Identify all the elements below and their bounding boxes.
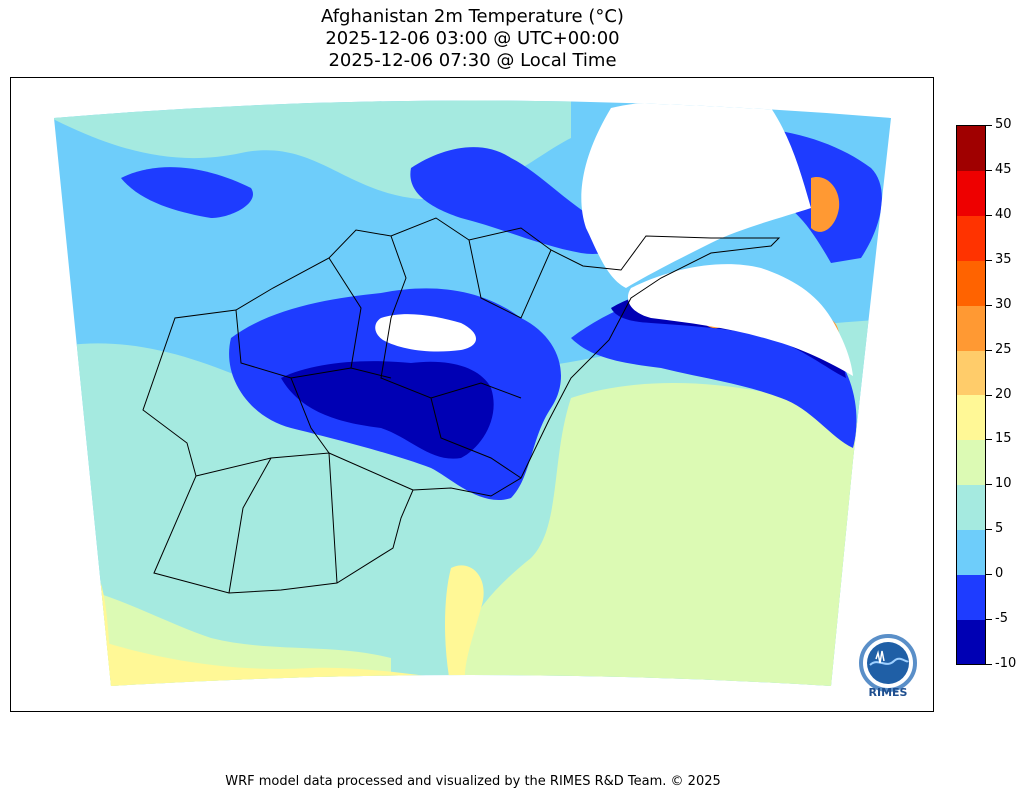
map-frame <box>10 77 934 712</box>
colorbar-segment <box>957 439 985 486</box>
zone-no-data-north <box>581 100 811 288</box>
colorbar-tick <box>986 169 992 171</box>
province-line-7 <box>468 239 552 319</box>
colorbar-segment <box>957 395 985 441</box>
province-line-3 <box>328 452 414 491</box>
colorbar-segment <box>957 529 985 575</box>
colorbar-segment <box>957 619 985 665</box>
colorbar-tick-label: 20 <box>995 386 1012 402</box>
province-line-2 <box>228 457 272 594</box>
province-line-9 <box>328 257 362 369</box>
colorbar-tick <box>986 304 992 306</box>
colorbar-tick-label: 15 <box>995 431 1012 447</box>
colorbar-tick <box>986 125 992 126</box>
logo-text: RIMES <box>869 686 908 699</box>
zone-pale-green <box>441 383 891 686</box>
colorbar-tick <box>986 529 992 531</box>
colorbar-tick-label: 50 <box>995 117 1012 132</box>
colorbar-segment <box>957 215 985 261</box>
colorbar-segment <box>957 260 985 306</box>
colorbar-tick-label: -5 <box>995 611 1008 627</box>
colorbar-tick <box>986 394 992 396</box>
colorbar <box>956 125 986 665</box>
zone-pale-yellow-s <box>91 638 491 686</box>
title-line-3: 2025-12-06 07:30 @ Local Time <box>328 50 617 71</box>
country-border <box>142 217 781 594</box>
colorbar-tick-label: 45 <box>995 161 1012 177</box>
province-line-1 <box>195 452 338 584</box>
colorbar-segment <box>957 305 985 351</box>
province-line-6 <box>380 235 522 399</box>
map-title: Afghanistan 2m Temperature (°C) 2025-12-… <box>10 6 935 72</box>
colorbar-segment <box>957 350 985 396</box>
colorbar-tick <box>986 439 992 441</box>
zone-blue-north-w <box>121 167 253 218</box>
colorbar-tick-label: 25 <box>995 341 1012 357</box>
zone-no-data-east <box>627 264 853 376</box>
province-line-5 <box>290 377 330 454</box>
title-line-1: Afghanistan 2m Temperature (°C) <box>321 6 624 27</box>
zone-blue-north-c <box>410 147 620 254</box>
colorbar-tick <box>986 214 992 216</box>
colorbar-tick <box>986 484 992 486</box>
province-line-8 <box>430 397 522 479</box>
colorbar-tick <box>986 574 992 576</box>
colorbar-segment <box>957 170 985 217</box>
logo-wave <box>869 657 909 666</box>
title-line-2: 2025-12-06 03:00 @ UTC+00:00 <box>325 28 620 49</box>
colorbar-tick-label: 10 <box>995 476 1012 492</box>
temperature-map <box>54 100 891 686</box>
footer-credit: WRF model data processed and visualized … <box>225 774 721 789</box>
province-boundaries <box>142 217 781 594</box>
colorbar-tick-label: 5 <box>995 521 1004 537</box>
zone-pale-yellow-c <box>445 565 484 686</box>
logo-seismo <box>875 650 885 664</box>
colorbar-tick-label: 35 <box>995 251 1012 267</box>
colorbar-tick-label: -10 <box>995 656 1017 671</box>
zone-no-data-pamir <box>375 314 476 352</box>
colorbar-tick-label: 0 <box>995 566 1004 582</box>
colorbar-segment <box>957 126 985 172</box>
temperature-field <box>54 100 891 686</box>
colorbar-tick <box>986 664 992 665</box>
colorbar-segment <box>957 484 985 530</box>
colorbar-tick <box>986 349 992 351</box>
logo-ring <box>859 634 917 692</box>
zone-orange-east-1 <box>811 177 840 232</box>
colorbar-tick-label: 40 <box>995 206 1012 222</box>
colorbar-segment <box>957 574 985 620</box>
colorbar-tick-label: 30 <box>995 296 1012 312</box>
rimes-globe-logo-icon: RIMES <box>859 634 917 699</box>
colorbar-tick <box>986 619 992 621</box>
colorbar-tick <box>986 259 992 261</box>
